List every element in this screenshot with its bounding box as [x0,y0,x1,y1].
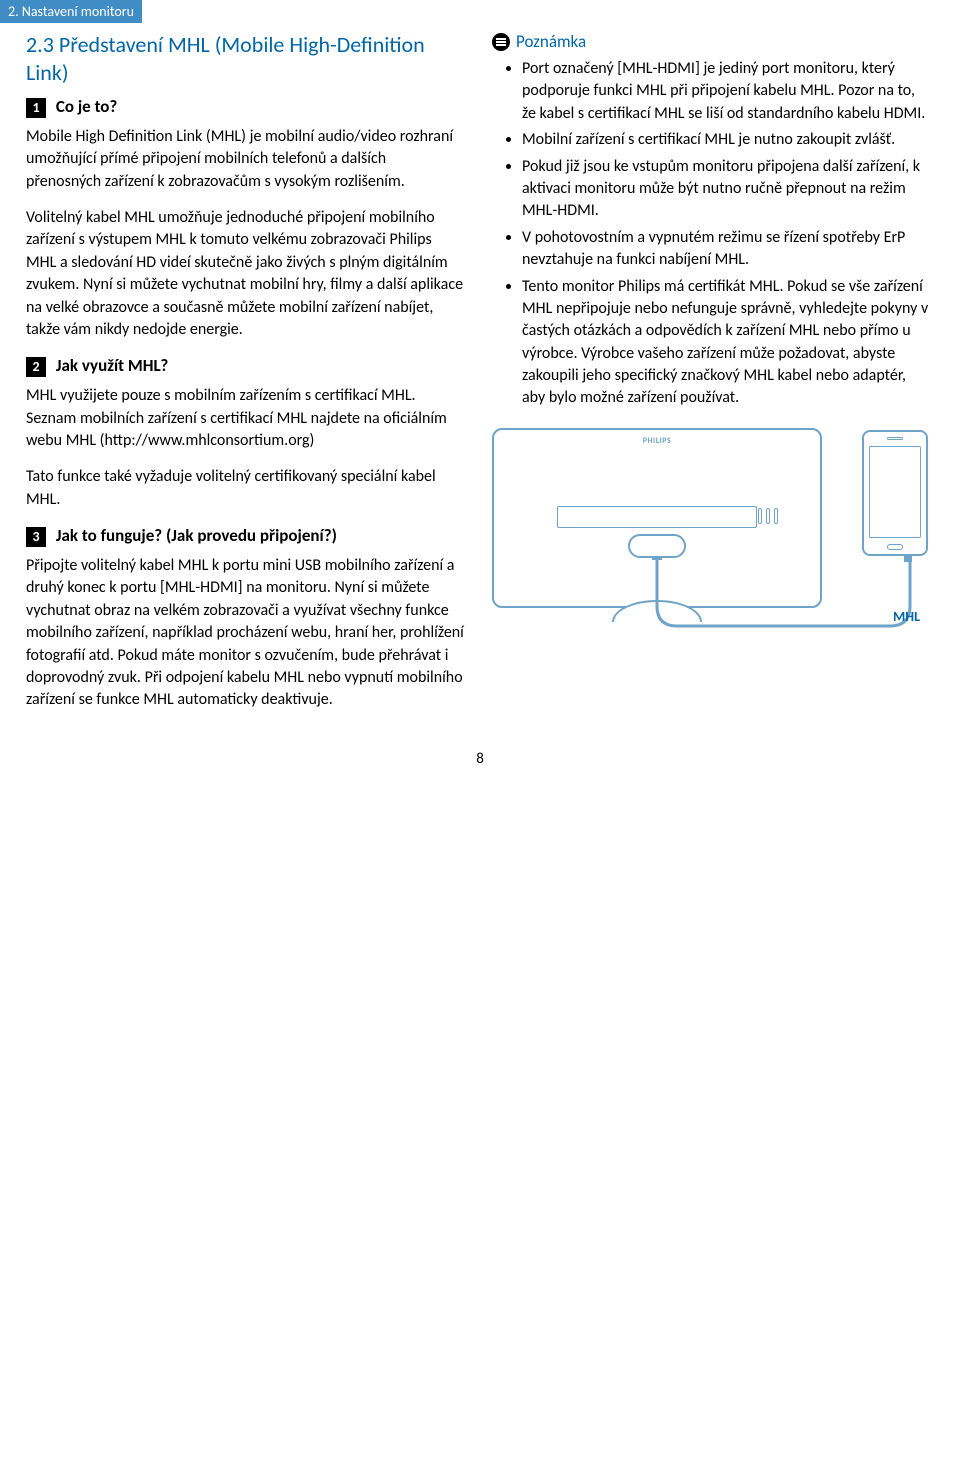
note-bullet: V pohotovostním a vypnutém režimu se říz… [522,227,930,272]
left-column: 2.3 Představení MHL (Mobile High-Definit… [26,31,464,726]
content-columns: 2.3 Představení MHL (Mobile High-Definit… [0,23,960,746]
note-bullet: Mobilní zařízení s certifikací MHL je nu… [522,129,930,151]
monitor-panel [557,506,757,528]
q3-para-1: Připojte volitelný kabel MHL k portu min… [26,555,464,712]
note-bullet: Port označený [MHL-HDMI] je jediný port … [522,58,930,125]
right-column: Poznámka Port označený [MHL-HDMI] je jed… [492,31,930,726]
note-title: Poznámka [516,31,586,52]
num-box-1: 1 [26,98,46,118]
q2-title: Jak využít MHL? [56,355,168,376]
q2-heading: 2 Jak využít MHL? [26,355,464,377]
q2-para-2: Tato funkce také vyžaduje volitelný cert… [26,466,464,511]
q1-para-1: Mobile High Definition Link (MHL) je mob… [26,126,464,193]
section-title: 2.3 Představení MHL (Mobile High-Definit… [26,31,464,86]
q1-title: Co je to? [56,96,117,117]
note-bullet: Pokud již jsou ke vstupům monitoru připo… [522,156,930,223]
q1-para-2: Volitelný kabel MHL umožňuje jednoduché … [26,207,464,341]
q3-title: Jak to funguje? (Jak provedu připojení?) [56,525,337,546]
num-box-3: 3 [26,527,46,547]
note-icon [492,33,510,51]
q2-para-1: MHL využijete pouze s mobilním zařízením… [26,385,464,452]
note-header: Poznámka [492,31,930,52]
note-list: Port označený [MHL-HDMI] je jediný port … [492,58,930,410]
mhl-label: MHL [893,608,920,625]
monitor-logo: PHILIPS [643,436,672,446]
q1-heading: 1 Co je to? [26,96,464,118]
q3-heading: 3 Jak to funguje? (Jak provedu připojení… [26,525,464,547]
cable-icon [652,556,912,636]
num-box-2: 2 [26,357,46,377]
monitor-port [628,534,686,558]
phone-icon [862,430,928,556]
page-header: 2. Nastavení monitoru [0,0,142,23]
mhl-diagram: PHILIPS MHL [492,428,930,658]
monitor-knobs [758,508,788,526]
note-bullet: Tento monitor Philips má certifikát MHL.… [522,276,930,410]
page-number: 8 [0,746,960,784]
